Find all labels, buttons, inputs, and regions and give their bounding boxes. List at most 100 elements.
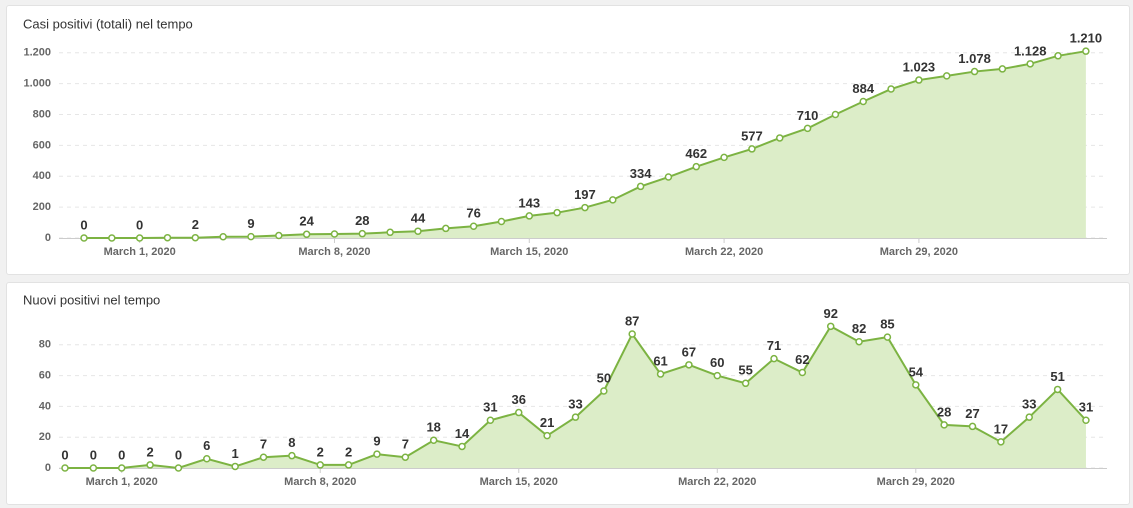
point [117, 464, 126, 472]
data-label: 14 [455, 426, 470, 441]
data-label: 2 [192, 217, 199, 232]
chart-new: Nuovi positivi nel tempo 020406080March … [23, 292, 1107, 488]
data-label: 18 [426, 420, 440, 435]
data-label: 0 [80, 217, 87, 232]
data-label: 21 [540, 415, 554, 430]
point [915, 76, 923, 84]
data-label: 28 [355, 213, 369, 228]
point [942, 72, 951, 80]
point [1053, 385, 1062, 394]
data-label: 197 [574, 187, 596, 202]
point [191, 233, 200, 242]
data-label: 85 [880, 317, 894, 332]
y-tick-label: 80 [39, 339, 51, 351]
point [373, 450, 381, 458]
data-label: 24 [299, 214, 314, 229]
point [386, 228, 394, 237]
y-tick-label: 1.000 [23, 78, 51, 90]
data-label: 92 [823, 306, 837, 321]
data-label: 31 [1079, 400, 1093, 415]
y-tick-label: 200 [33, 201, 51, 213]
data-label: 1.128 [1014, 43, 1047, 58]
point [203, 455, 211, 463]
point [855, 337, 863, 346]
data-label: 0 [136, 217, 143, 232]
data-label: 884 [852, 81, 874, 96]
point [497, 217, 506, 226]
point [469, 222, 478, 231]
data-label: 60 [710, 355, 724, 370]
data-label: 36 [512, 392, 526, 407]
point [770, 354, 778, 363]
area [65, 326, 1086, 468]
y-tick-label: 400 [33, 170, 51, 182]
point [628, 330, 636, 338]
point [600, 387, 608, 395]
point [1025, 413, 1033, 421]
x-tick-label: March 1, 2020 [104, 246, 176, 258]
point [344, 461, 353, 469]
x-tick-label: March 29, 2020 [877, 476, 955, 488]
point [302, 230, 311, 239]
data-label: 31 [483, 400, 497, 415]
data-label: 462 [685, 146, 707, 161]
point [1082, 416, 1090, 425]
point [89, 464, 98, 472]
data-label: 1.023 [903, 59, 936, 74]
point [429, 436, 438, 445]
point [174, 464, 183, 472]
data-label: 17 [994, 421, 1008, 436]
data-label: 9 [373, 434, 380, 449]
data-label: 61 [653, 353, 667, 368]
x-tick-label: March 1, 2020 [86, 476, 158, 488]
point [135, 234, 144, 242]
point [247, 232, 255, 241]
y-tick-label: 40 [39, 400, 51, 412]
point [748, 145, 756, 153]
point [776, 134, 784, 142]
point [486, 416, 495, 425]
point [401, 453, 410, 461]
x-tick-label: March 15, 2020 [490, 246, 568, 258]
area [84, 51, 1086, 239]
point [664, 173, 673, 181]
point [798, 368, 807, 377]
data-label: 0 [118, 447, 125, 462]
point [515, 408, 523, 417]
point [146, 461, 154, 469]
data-label: 577 [741, 128, 763, 143]
data-label: 54 [909, 364, 924, 379]
data-label: 76 [466, 206, 480, 221]
data-label: 33 [1022, 397, 1036, 412]
point [970, 67, 979, 76]
point [358, 229, 367, 238]
data-label: 0 [175, 447, 182, 462]
data-label: 8 [288, 435, 295, 450]
point [831, 110, 840, 119]
data-label: 67 [682, 344, 696, 359]
data-label: 1 [232, 446, 239, 461]
point [940, 421, 948, 429]
point [259, 453, 268, 461]
point [571, 413, 580, 421]
y-tick-label: 800 [33, 108, 51, 120]
point [998, 65, 1007, 73]
data-label: 55 [738, 363, 752, 378]
point [414, 227, 422, 235]
x-tick-label: March 8, 2020 [284, 476, 356, 488]
x-tick-label: March 15, 2020 [480, 476, 558, 488]
point [1082, 47, 1090, 55]
point [720, 153, 728, 162]
point [442, 224, 450, 233]
y-tick-label: 0 [45, 462, 51, 474]
y-tick-label: 0 [45, 232, 51, 244]
x-tick-label: March 8, 2020 [298, 246, 370, 258]
x-tick-label: March 22, 2020 [685, 246, 763, 258]
data-label: 62 [795, 352, 809, 367]
point [288, 451, 296, 460]
data-label: 9 [247, 216, 254, 231]
y-tick-label: 60 [39, 370, 51, 382]
point [803, 124, 812, 133]
data-label: 7 [260, 437, 267, 452]
